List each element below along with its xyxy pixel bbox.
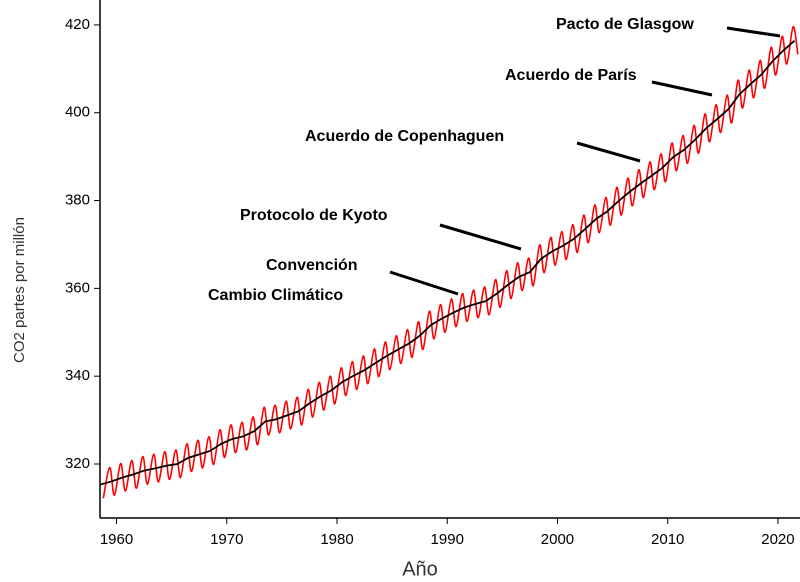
annotation-arrow	[726, 26, 781, 38]
x-tick-label: 1980	[320, 531, 353, 548]
annotation-arrow	[576, 141, 641, 163]
x-tick-label: 1990	[431, 531, 464, 548]
y-tick-label: 360	[65, 279, 90, 296]
x-axis-label: Año	[402, 558, 438, 580]
annotation-arrow	[389, 270, 459, 296]
x-tick-label: 1960	[100, 531, 133, 548]
annotation: Acuerdo de Copenhaguen	[305, 128, 504, 145]
annotation-arrow	[439, 223, 522, 251]
y-tick-label: 400	[65, 104, 90, 121]
annotation: Convención	[266, 257, 358, 274]
y-tick-label: 340	[65, 367, 90, 384]
y-tick-label: 320	[65, 455, 90, 472]
y-tick-label: 380	[65, 192, 90, 209]
y-tick-label: 420	[65, 16, 90, 33]
x-tick-label: 2010	[651, 531, 684, 548]
x-tick-label: 1970	[210, 531, 243, 548]
annotation: Pacto de Glasgow	[556, 16, 694, 33]
series-line	[100, 40, 796, 486]
annotation: Cambio Climático	[208, 287, 343, 304]
y-axis-label: CO2 partes por millón	[11, 217, 28, 363]
annotation: Protocolo de Kyoto	[240, 207, 388, 224]
x-tick-label: 2000	[541, 531, 574, 548]
plot-area	[100, 25, 799, 499]
series-line	[102, 25, 799, 499]
annotation: Acuerdo de París	[505, 67, 637, 84]
annotation-arrow	[651, 80, 713, 97]
x-tick-label: 2020	[761, 531, 794, 548]
